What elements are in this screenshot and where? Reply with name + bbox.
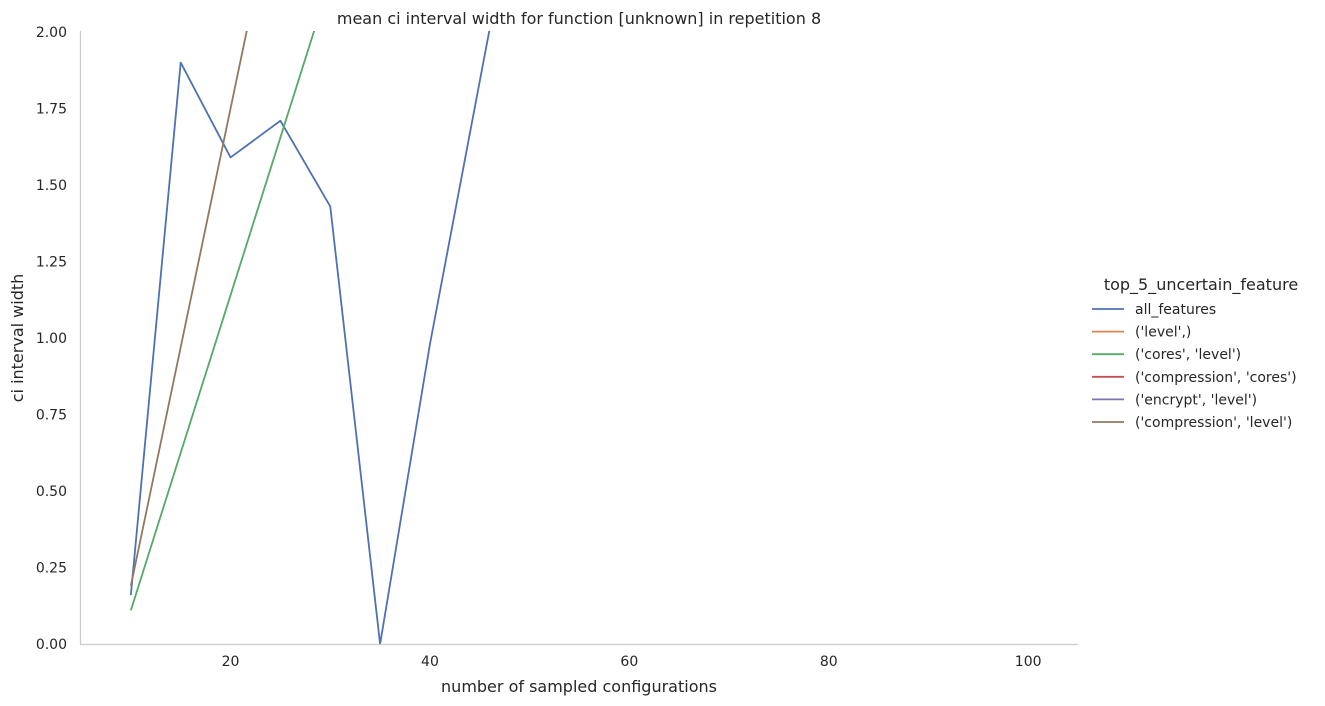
x-tick-label: 80 bbox=[820, 654, 838, 670]
legend-label: all_features bbox=[1135, 302, 1216, 318]
series-layer bbox=[129, 31, 491, 645]
y-tick-label: 0.75 bbox=[36, 408, 67, 424]
y-tick-label: 1.50 bbox=[36, 178, 67, 194]
x-tick-label: 20 bbox=[222, 654, 240, 670]
series-line-5 bbox=[129, 31, 248, 587]
x-tick-label: 100 bbox=[1015, 654, 1042, 670]
x-tick-label: 60 bbox=[620, 654, 638, 670]
x-tick-label: 40 bbox=[421, 654, 439, 670]
y-tick-labels: 0.00 0.25 0.50 0.75 1.00 1.25 1.50 1.75 2.00 bbox=[36, 25, 67, 653]
y-tick-label: 2.00 bbox=[36, 25, 67, 41]
y-tick-label: 0.00 bbox=[36, 637, 67, 653]
y-tick-label: 1.00 bbox=[36, 331, 67, 347]
legend-label: ('cores', 'level') bbox=[1135, 347, 1241, 363]
x-axis-title: number of sampled configurations bbox=[441, 677, 717, 696]
x-tick-labels: 20 40 60 80 100 bbox=[222, 654, 1042, 670]
legend-title: top_5_uncertain_feature bbox=[1104, 275, 1298, 295]
legend-label: ('compression', 'cores') bbox=[1135, 370, 1297, 386]
chart-title: mean ci interval width for function [unk… bbox=[337, 9, 821, 28]
series-line-0 bbox=[129, 31, 491, 645]
y-tick-label: 0.25 bbox=[36, 561, 67, 577]
legend-label: ('encrypt', 'level') bbox=[1135, 392, 1257, 408]
y-tick-label: 1.75 bbox=[36, 102, 67, 118]
series-line-2 bbox=[129, 31, 316, 611]
y-tick-label: 1.25 bbox=[36, 255, 67, 271]
legend: top_5_uncertain_feature all_features ('le… bbox=[1092, 275, 1298, 431]
y-tick-label: 0.50 bbox=[36, 484, 67, 500]
y-axis-title: ci interval width bbox=[8, 274, 27, 403]
legend-label: ('compression', 'level') bbox=[1135, 415, 1292, 431]
legend-label: ('level',) bbox=[1135, 325, 1191, 341]
